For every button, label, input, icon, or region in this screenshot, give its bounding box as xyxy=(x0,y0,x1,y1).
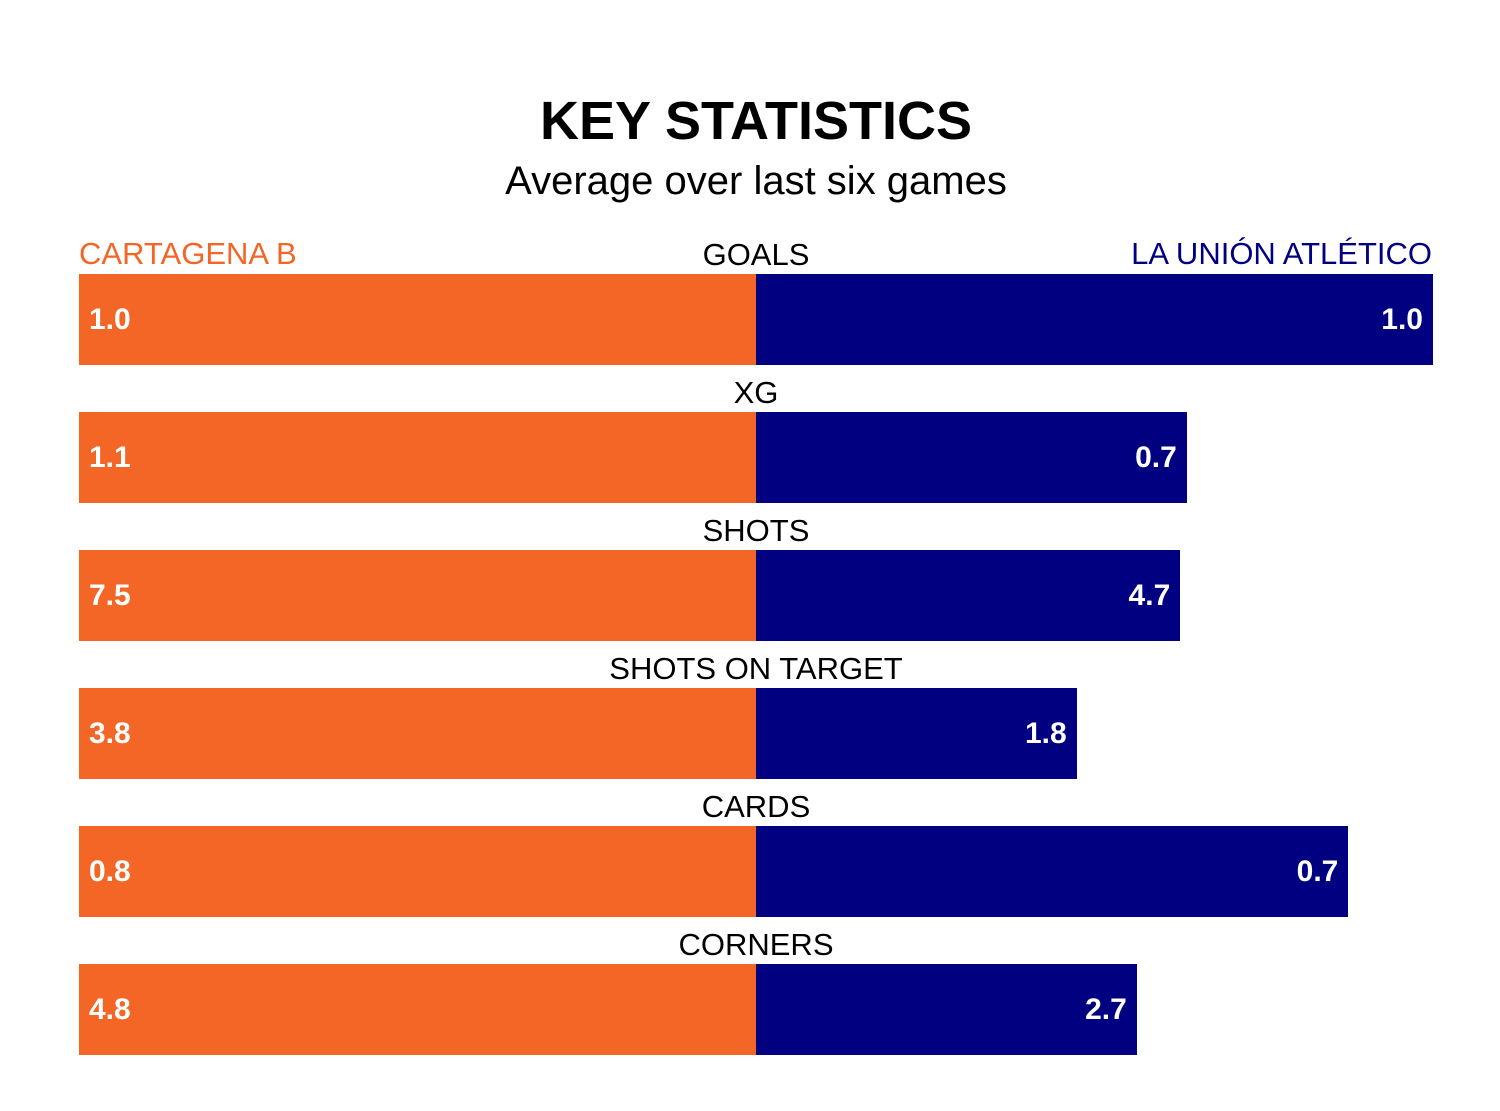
bar-away-shots xyxy=(756,550,1181,641)
chart-subtitle: Average over last six games xyxy=(505,159,1007,203)
value-home-corners: 4.8 xyxy=(89,993,131,1026)
stat-label-xg: XG xyxy=(733,375,779,410)
bar-home-shots-on-target xyxy=(79,688,756,779)
bar-home-corners xyxy=(79,964,756,1055)
bar-home-goals xyxy=(79,274,756,365)
bar-home-cards xyxy=(79,826,756,917)
stat-label-shots-on-target: SHOTS ON TARGET xyxy=(609,651,903,686)
chart-title: KEY STATISTICS xyxy=(539,91,973,151)
stat-label-corners: CORNERS xyxy=(678,927,834,962)
away-team-label: LA UNIÓN ATLÉTICO xyxy=(1131,236,1432,271)
bar-home-xg xyxy=(79,412,756,503)
bar-away-xg xyxy=(756,412,1187,503)
stat-label-cards: CARDS xyxy=(701,789,811,824)
value-home-goals: 1.0 xyxy=(89,303,131,336)
value-away-cards: 0.7 xyxy=(1296,855,1339,888)
value-home-cards: 0.8 xyxy=(89,855,131,888)
value-home-shots-on-target: 3.8 xyxy=(89,717,131,750)
stat-label-goals: GOALS xyxy=(702,237,810,272)
bar-away-cards xyxy=(756,826,1349,917)
value-away-goals: 1.0 xyxy=(1381,303,1423,336)
value-away-shots-on-target: 1.8 xyxy=(1024,717,1067,750)
bar-away-shots-on-target xyxy=(756,688,1077,779)
home-team-label: CARTAGENA B xyxy=(79,236,297,271)
value-home-shots: 7.5 xyxy=(89,579,131,612)
stat-label-shots: SHOTS xyxy=(702,513,810,548)
value-away-corners: 2.7 xyxy=(1085,993,1127,1026)
value-home-xg: 1.1 xyxy=(89,441,131,474)
value-away-xg: 0.7 xyxy=(1135,441,1177,474)
bar-away-goals xyxy=(756,274,1433,365)
bar-home-shots xyxy=(79,550,756,641)
bar-away-corners xyxy=(756,964,1137,1055)
value-away-shots: 4.7 xyxy=(1128,579,1171,612)
